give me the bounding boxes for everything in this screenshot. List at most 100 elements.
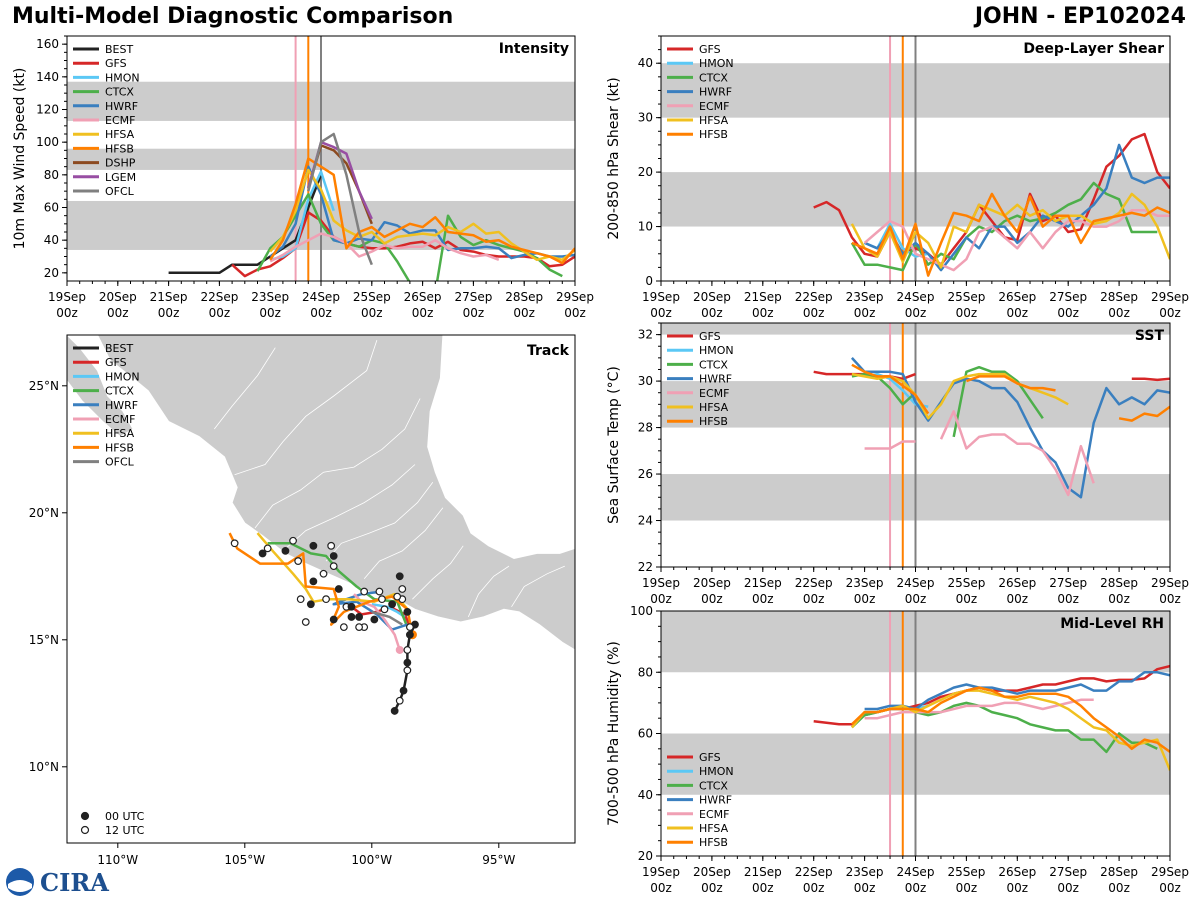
marker-legend-filled bbox=[80, 811, 90, 821]
x-tick-label-day: 24Sep bbox=[302, 290, 340, 304]
best-track-point-12utc bbox=[329, 562, 338, 571]
series-line-ecmf bbox=[269, 232, 500, 263]
x-tick-label-day: 25Sep bbox=[947, 290, 985, 304]
x-tick-label-day: 20Sep bbox=[693, 576, 731, 590]
x-tick-label-day: 25Sep bbox=[947, 576, 985, 590]
best-track-point-12utc bbox=[230, 539, 239, 548]
best-track-point-00utc bbox=[370, 615, 379, 624]
track-line-hfsb bbox=[228, 532, 414, 635]
series-line-ctcx bbox=[851, 372, 917, 406]
series-group bbox=[813, 664, 1170, 771]
best-track-point-00utc bbox=[329, 552, 338, 560]
best-track-point-12utc bbox=[403, 666, 412, 675]
state-border bbox=[467, 565, 510, 618]
y-tick-label: 32 bbox=[638, 328, 653, 342]
legend-label-ctcx: CTCX bbox=[699, 71, 728, 84]
best-track-point-00utc bbox=[355, 613, 364, 621]
x-tick-label-hour: 00z bbox=[803, 881, 825, 895]
x-tick-label-day: 22Sep bbox=[200, 290, 238, 304]
state-border bbox=[511, 565, 565, 608]
x-tick-label-hour: 00z bbox=[158, 306, 180, 320]
page-title: Multi-Model Diagnostic Comparison bbox=[12, 4, 454, 29]
state-border bbox=[234, 339, 378, 476]
best-track-point-00utc bbox=[329, 615, 338, 624]
state-border bbox=[363, 507, 444, 580]
x-tick-label-day: 28Sep bbox=[505, 290, 543, 304]
y-tick-label: 40 bbox=[638, 788, 653, 802]
series-group bbox=[813, 132, 1170, 277]
y-tick-label: 20 bbox=[638, 849, 653, 863]
legend-label-ofcl: OFCL bbox=[105, 185, 135, 198]
legend-label-gfs: GFS bbox=[699, 43, 721, 56]
x-tick-label-day: 26Sep bbox=[998, 865, 1036, 879]
storm-id-title: JOHN - EP102024 bbox=[974, 4, 1186, 29]
series-line-hfsb bbox=[965, 375, 1056, 392]
series-line-hfsb bbox=[269, 157, 575, 265]
x-tick-label-day: 21Sep bbox=[744, 865, 782, 879]
legend-label-hfsa: HFSA bbox=[699, 401, 729, 414]
x-tick-label-hour: 00z bbox=[361, 306, 383, 320]
x-tick-label-day: 25Sep bbox=[353, 290, 391, 304]
state-border bbox=[254, 398, 421, 529]
y-tick-label: 20 bbox=[638, 165, 653, 179]
series-line-hwrf bbox=[269, 165, 575, 260]
y-tick-label: 160 bbox=[36, 37, 59, 51]
best-track-point-00utc bbox=[309, 577, 318, 586]
legend-label-hfsb: HFSB bbox=[105, 142, 134, 155]
best-track-point-12utc bbox=[322, 595, 330, 604]
x-tick-label-hour: 00z bbox=[56, 306, 78, 320]
y-tick-label: 100 bbox=[630, 604, 653, 618]
y-tick-label: 10 bbox=[638, 220, 653, 234]
series-line-hfsb bbox=[1118, 405, 1170, 422]
panel-shear: 0 10 20 30 40 19Sep 00z 20Sep 00z 21Sep 00z 22Sep 00… bbox=[606, 35, 1189, 320]
x-tick-label: 100°W bbox=[351, 853, 392, 867]
x-tick-label-hour: 00z bbox=[463, 306, 485, 320]
legend-label-hfsa: HFSA bbox=[699, 114, 729, 127]
panel-title: Intensity bbox=[499, 41, 569, 57]
state-border bbox=[282, 464, 416, 552]
legend-label-ctcx: CTCX bbox=[699, 779, 728, 792]
series-line-ofcl bbox=[307, 132, 373, 266]
series-line-hfsb bbox=[851, 686, 1170, 753]
series-group bbox=[813, 357, 1170, 499]
best-track-point-12utc bbox=[378, 595, 386, 604]
legend-label-hwrf: HWRF bbox=[699, 373, 732, 386]
legend-label-ecmf: ECMF bbox=[105, 114, 135, 127]
map-group bbox=[67, 335, 575, 715]
legend-label-hfsb: HFSB bbox=[699, 128, 728, 141]
x-tick-label-hour: 00z bbox=[1057, 306, 1079, 320]
track-line-ctcx bbox=[267, 542, 409, 628]
x-tick-label-day: 21Sep bbox=[744, 576, 782, 590]
x-tick-label: 105°W bbox=[224, 853, 265, 867]
x-tick-label-hour: 00z bbox=[650, 306, 672, 320]
x-tick-label-day: 24Sep bbox=[897, 290, 935, 304]
best-track-point-00utc bbox=[306, 600, 315, 609]
x-tick-label-day: 27Sep bbox=[1049, 576, 1087, 590]
x-tick-label-day: 23Sep bbox=[251, 290, 289, 304]
best-track-point-12utc bbox=[395, 696, 404, 705]
series-line-ecmf bbox=[864, 698, 1094, 720]
x-tick-label-day: 21Sep bbox=[744, 290, 782, 304]
x-tick-label-hour: 00z bbox=[564, 306, 586, 320]
y-axis-label: Sea Surface Temp (°C) bbox=[606, 366, 622, 524]
x-tick-label-hour: 00z bbox=[107, 306, 129, 320]
y-tick-label: 24 bbox=[638, 514, 653, 528]
x-tick-label-hour: 00z bbox=[701, 881, 723, 895]
x-tick-label-hour: 00z bbox=[1057, 592, 1079, 606]
marker-legend-open bbox=[80, 825, 90, 835]
series-line-gfs bbox=[1131, 377, 1170, 382]
mexico-landmass bbox=[67, 335, 575, 651]
x-tick-label-hour: 00z bbox=[1108, 306, 1130, 320]
best-track-point-12utc bbox=[380, 605, 389, 614]
x-tick-label-day: 29Sep bbox=[556, 290, 594, 304]
ecmf-init-marker bbox=[395, 645, 404, 654]
legend-label-ecmf: ECMF bbox=[699, 100, 729, 113]
marker-legend-label: 12 UTC bbox=[105, 824, 145, 837]
legend-label-gfs: GFS bbox=[699, 751, 721, 764]
series-line-ctcx bbox=[952, 365, 1044, 438]
best-track-point-00utc bbox=[390, 707, 399, 715]
x-tick-label-hour: 00z bbox=[1007, 306, 1029, 320]
panel-title: SST bbox=[1135, 328, 1165, 344]
best-track-point-00utc bbox=[403, 607, 412, 616]
